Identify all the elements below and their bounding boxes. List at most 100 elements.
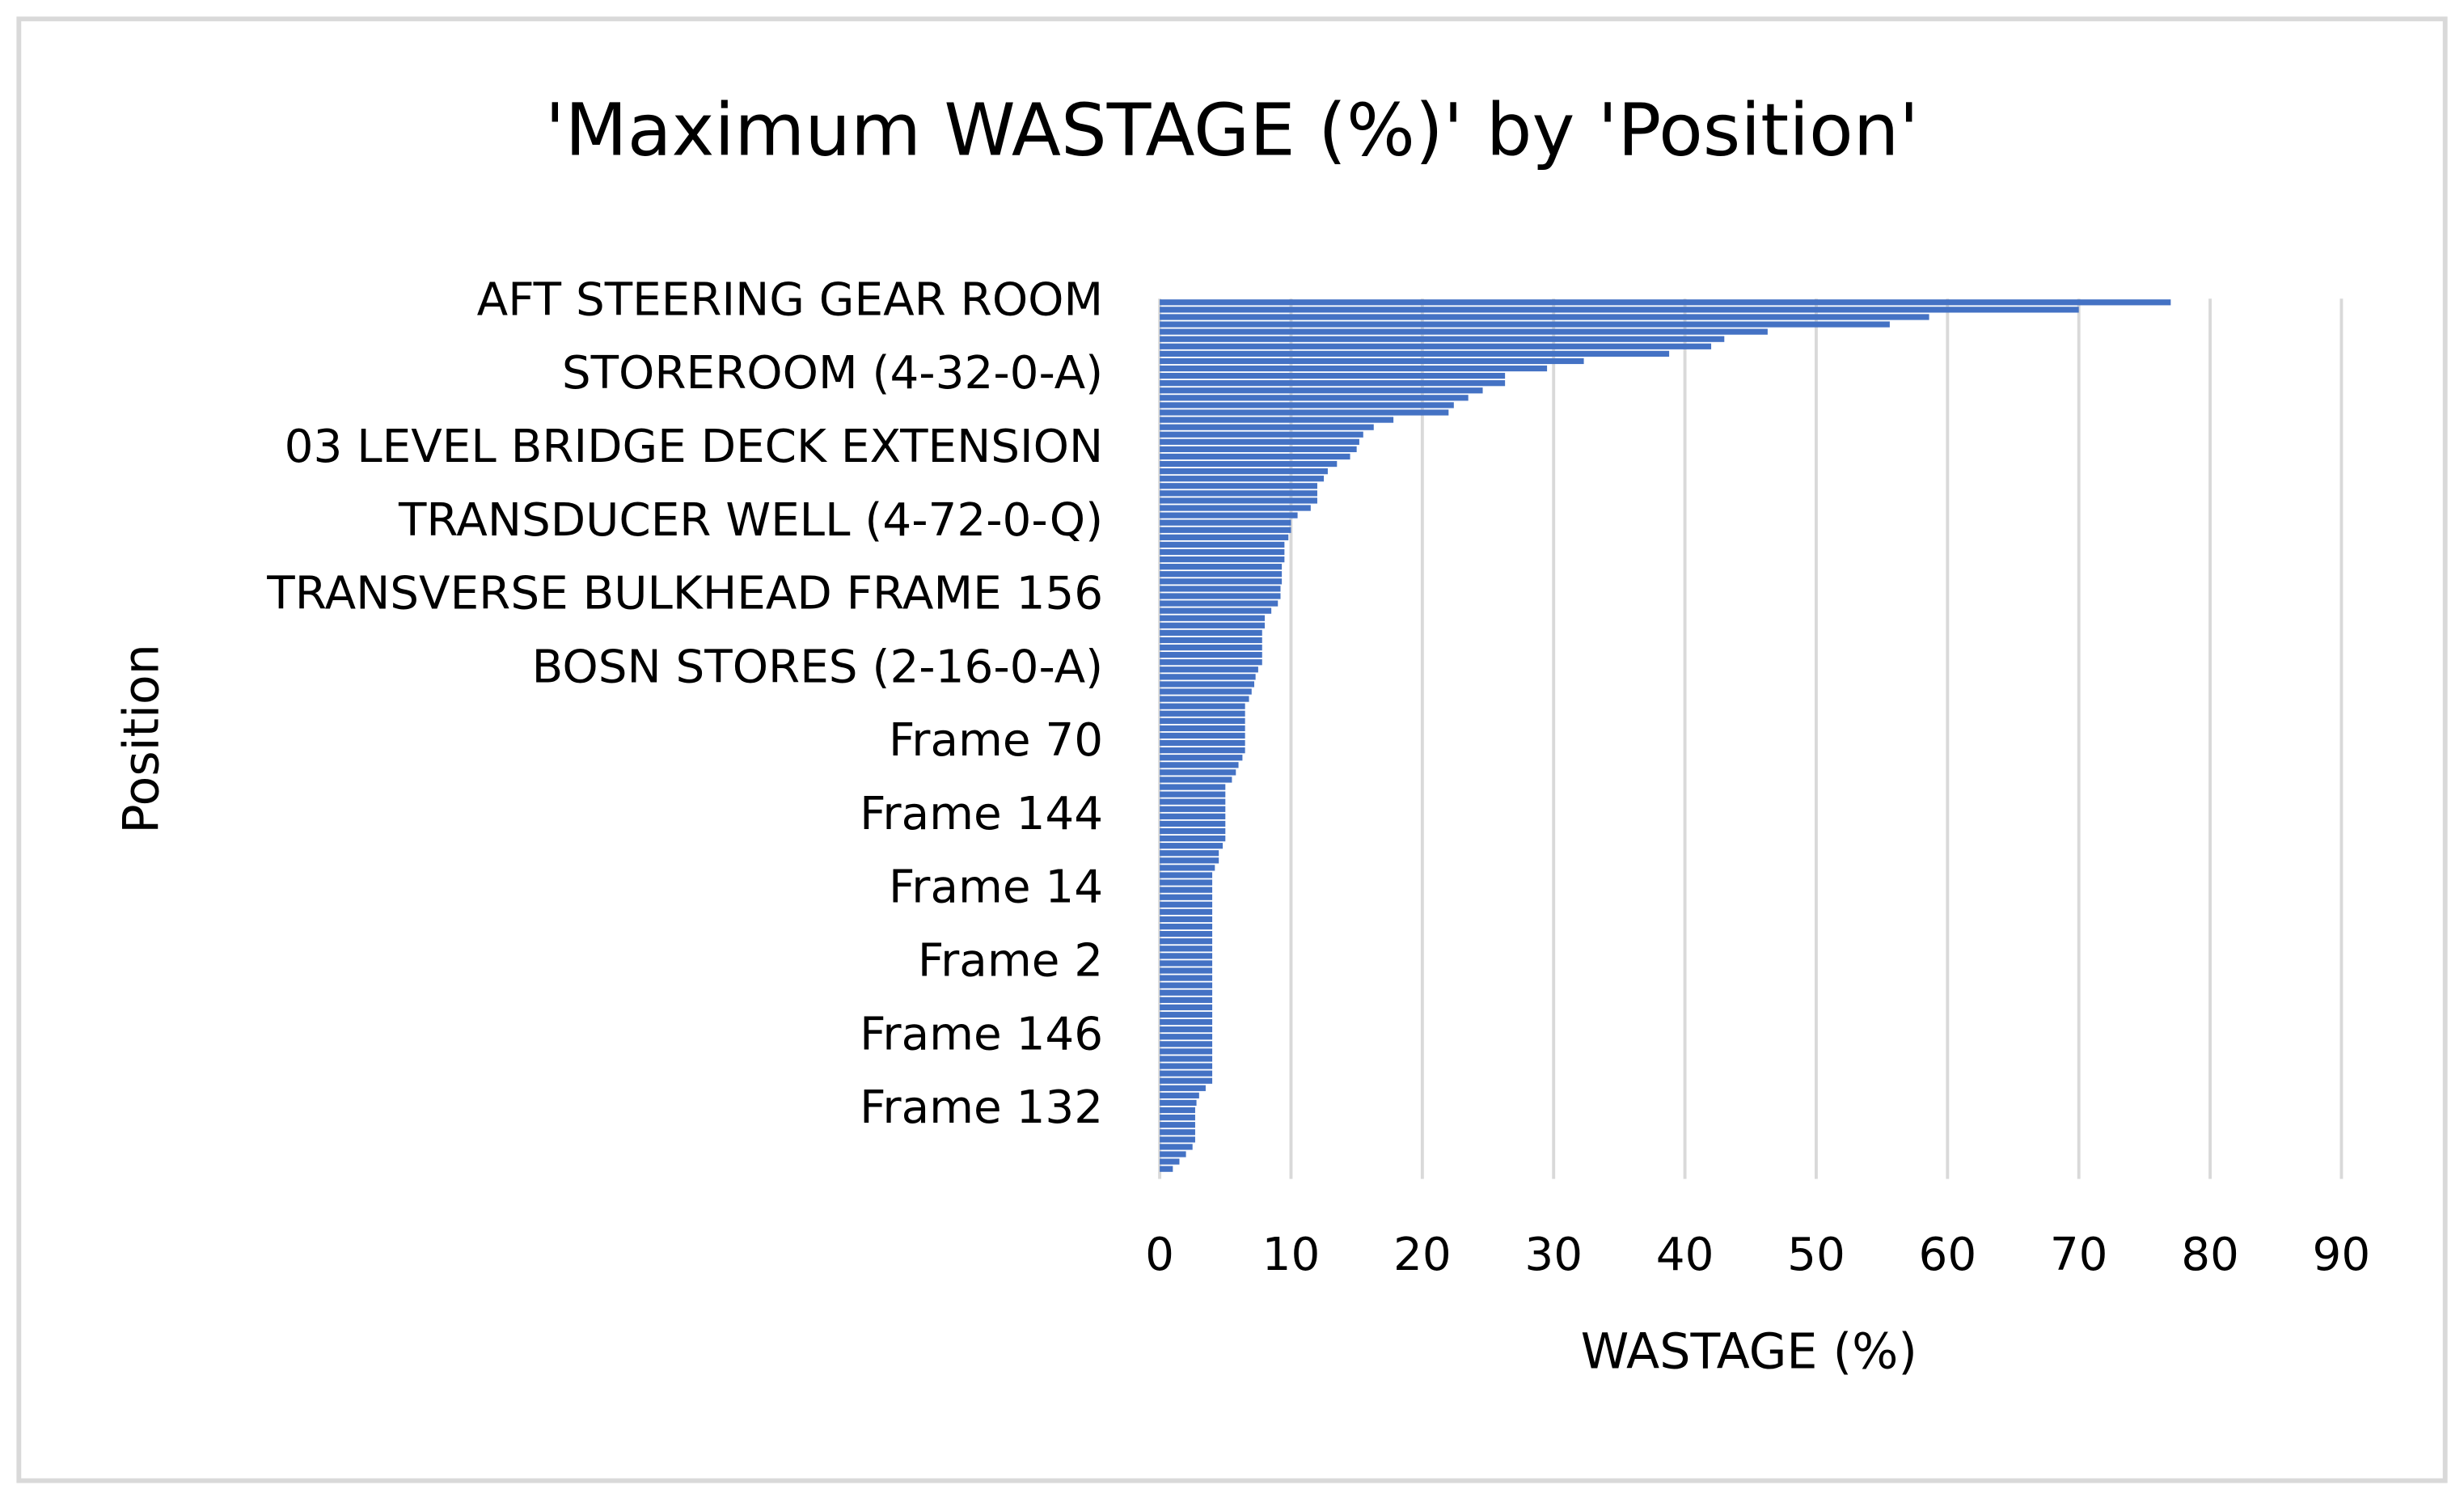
x-axis-title: WASTAGE (%) [1581, 1324, 1917, 1381]
bar [1160, 1026, 1213, 1033]
bar [1160, 358, 1584, 365]
x-tick-label: 10 [1262, 1229, 1321, 1281]
bar [1160, 417, 1394, 423]
bar [1160, 453, 1350, 460]
bar [1160, 739, 1245, 747]
bar [1160, 607, 1272, 614]
bar [1160, 820, 1226, 827]
bar [1160, 798, 1226, 805]
bar [1160, 777, 1232, 783]
x-tick-label: 20 [1393, 1229, 1452, 1281]
bar [1160, 497, 1317, 504]
bar [1160, 762, 1239, 768]
bar [1160, 717, 1245, 724]
bar [1160, 387, 1483, 394]
bar [1160, 651, 1262, 658]
bar [1160, 835, 1226, 842]
y-tick-label: Frame 132 [860, 1081, 1103, 1134]
bar [1160, 827, 1226, 835]
bar [1160, 578, 1283, 585]
bar [1160, 512, 1298, 518]
y-tick-label: Frame 2 [918, 935, 1103, 988]
y-tick-label: Frame 14 [889, 861, 1103, 914]
bar [1160, 336, 1725, 342]
bar [1160, 637, 1262, 644]
bar [1160, 879, 1213, 886]
bar [1160, 307, 2079, 313]
bar [1160, 784, 1226, 790]
bar [1160, 1099, 1197, 1107]
bar [1160, 1114, 1195, 1121]
bar [1160, 446, 1357, 453]
bar [1160, 372, 1506, 379]
bar [1160, 365, 1548, 372]
bar [1160, 615, 1266, 621]
bar [1160, 1034, 1213, 1040]
bar [1160, 402, 1454, 408]
bar [1160, 1107, 1195, 1114]
bar [1160, 857, 1219, 864]
bar [1160, 350, 1670, 357]
bar [1160, 571, 1283, 578]
chart-title: 'Maximum WASTAGE (%)' by 'Position' [545, 89, 1919, 173]
bar [1160, 923, 1213, 930]
y-tick-label: 03 LEVEL BRIDGE DECK EXTENSION [285, 421, 1103, 473]
bar [1160, 674, 1256, 680]
bar [1160, 1018, 1213, 1026]
bar [1160, 872, 1213, 878]
bar [1160, 424, 1374, 430]
bar [1160, 806, 1226, 812]
bar [1160, 1129, 1195, 1136]
bar [1160, 409, 1449, 416]
bar [1160, 438, 1359, 445]
x-tick-label: 40 [1656, 1229, 1714, 1281]
bar [1160, 666, 1258, 673]
bar [1160, 622, 1266, 628]
bar [1160, 468, 1328, 475]
bar [1160, 960, 1213, 967]
bar [1160, 460, 1338, 468]
bar [1160, 1151, 1186, 1157]
bar [1160, 483, 1317, 489]
bar [1160, 1011, 1213, 1018]
y-tick-label: Frame 144 [860, 788, 1103, 840]
bar [1160, 747, 1245, 754]
bar [1160, 1070, 1213, 1077]
bar [1160, 755, 1243, 761]
bar [1160, 982, 1213, 988]
bar [1160, 850, 1219, 857]
bar [1160, 688, 1252, 695]
bar [1160, 696, 1249, 702]
bar [1160, 431, 1363, 438]
bar [1160, 321, 1890, 328]
x-tick-label: 70 [2050, 1229, 2108, 1281]
bar [1160, 541, 1285, 548]
bar [1160, 703, 1245, 709]
bar [1160, 556, 1285, 563]
bar [1160, 1166, 1173, 1172]
bar [1160, 644, 1262, 651]
bar [1160, 299, 2171, 306]
y-tick-label: BOSN STORES (2-16-0-A) [532, 641, 1103, 693]
bar [1160, 380, 1506, 387]
y-tick-label: TRANSDUCER WELL (4-72-0-Q) [398, 494, 1103, 547]
bar [1160, 328, 1768, 335]
bar [1160, 1092, 1199, 1099]
y-tick-label: Frame 70 [889, 714, 1103, 767]
bar [1160, 930, 1213, 937]
bar [1160, 505, 1311, 511]
bar [1160, 901, 1213, 908]
bar [1160, 1048, 1213, 1055]
bar [1160, 564, 1283, 570]
bar [1160, 490, 1317, 497]
bar [1160, 395, 1469, 401]
bar [1160, 967, 1213, 974]
bar [1160, 681, 1255, 688]
bar [1160, 1041, 1213, 1047]
bar [1160, 1077, 1213, 1084]
x-tick-label: 60 [1918, 1229, 1976, 1281]
bar [1160, 887, 1213, 893]
bar [1160, 1004, 1213, 1011]
bar [1160, 1158, 1180, 1165]
bar [1160, 600, 1278, 607]
